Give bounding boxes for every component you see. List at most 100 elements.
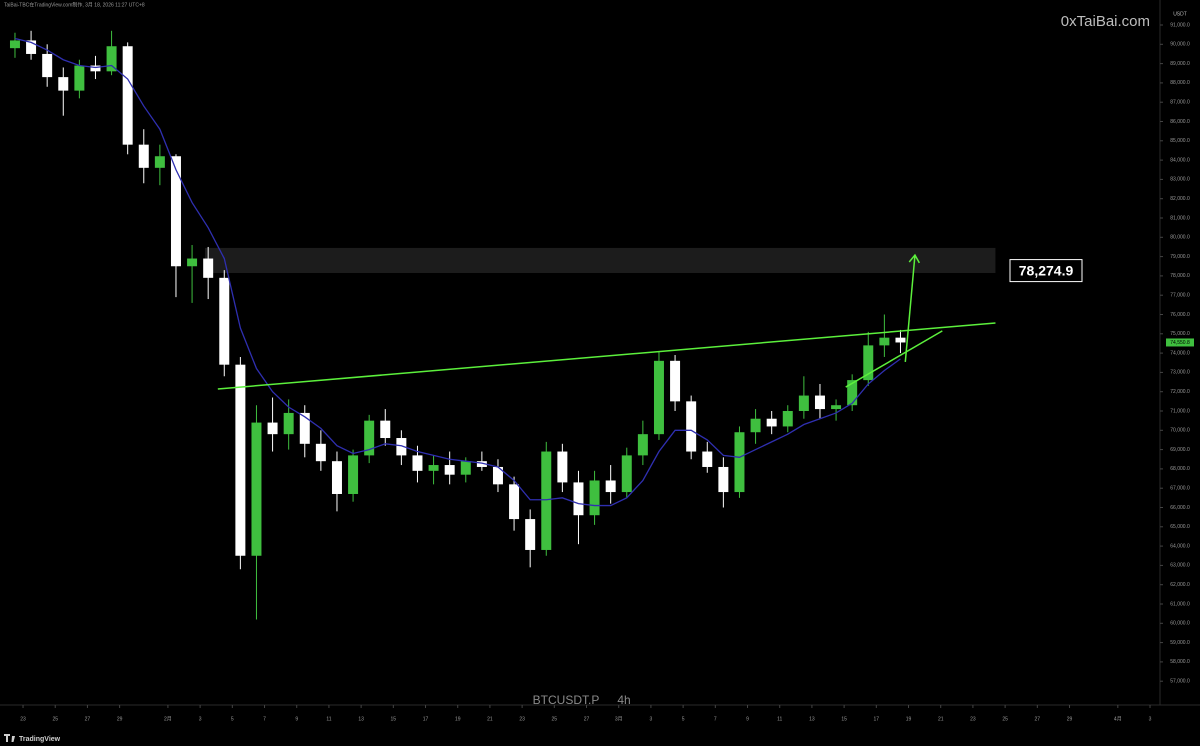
candle-body [428,465,439,471]
resistance-line [217,322,996,390]
credit: TaiBai-TBC在TradingView.com制作, 3月 18, 202… [4,1,145,8]
brand-logo [4,734,15,742]
y-tick-label: 65,000.0 [1170,524,1190,530]
x-tick-label: 29 [1067,716,1073,722]
candle-body [766,418,777,427]
y-tick-label: 73,000.0 [1170,370,1190,376]
candle-body [396,438,407,456]
arrow-line [904,254,916,363]
candle-body [138,144,149,168]
candle-body [798,395,809,412]
candle-body [90,65,101,72]
x-tick-label: 25 [552,716,558,722]
x-tick-label: 27 [1035,716,1041,722]
x-tick-label: 9 [746,716,749,722]
candle-body [299,412,310,444]
x-tick-label: 15 [841,716,847,722]
y-tick-label: 79,000.0 [1170,254,1190,260]
y-tick-label: 63,000.0 [1170,563,1190,569]
candle-body [58,77,69,91]
candle-body [380,420,391,439]
y-tick-label: 87,000.0 [1170,100,1190,106]
candle-body [476,461,487,467]
y-tick-label: 80,000.0 [1170,235,1190,241]
y-tick-label: 85,000.0 [1170,138,1190,144]
y-tick-label: 90,000.0 [1170,42,1190,48]
y-tick-label: 74,000.0 [1170,350,1190,356]
candle-body [621,455,632,493]
currency: USDT [1173,11,1187,17]
candle-body [364,420,375,456]
candle-body [831,405,842,410]
x-tick-label: 5 [231,716,234,722]
candle-body [557,451,568,483]
candle-body [348,455,359,494]
candle-body [235,364,246,556]
candle-body [460,461,471,475]
x-tick-label: 19 [455,716,461,722]
target-label: 78,274.9 [1019,262,1074,278]
y-tick-label: 83,000.0 [1170,177,1190,183]
y-tick-label: 72,000.0 [1170,389,1190,395]
candle-body [653,360,664,435]
target-zone [204,247,996,274]
last-price-label: 74,550.8 [1170,340,1190,346]
x-tick-label: 3 [1149,716,1152,722]
candle-body [525,519,536,550]
y-tick-label: 84,000.0 [1170,157,1190,163]
candle-body [251,422,262,556]
y-tick-label: 68,000.0 [1170,466,1190,472]
candle-body [331,461,342,494]
candle-body [750,418,761,433]
y-tick-label: 57,000.0 [1170,679,1190,685]
candle-body [154,156,165,168]
x-tick-label: 2月 [164,716,172,722]
y-tick-label: 76,000.0 [1170,312,1190,318]
ema-line [14,37,901,507]
x-tick-label: 3月 [615,716,623,722]
candle-body [847,380,858,406]
x-tick-label: 7 [263,716,266,722]
y-tick-label: 69,000.0 [1170,447,1190,453]
brand: TradingView [19,736,61,743]
candle-body [219,277,230,365]
candle-body [315,443,326,462]
candle-body [283,412,294,435]
candle-body [670,360,681,402]
candle-body [74,65,85,91]
candle-body [814,395,825,410]
x-tick-label: 11 [777,716,782,722]
x-tick-label: 3 [199,716,202,722]
y-tick-label: 59,000.0 [1170,640,1190,646]
candle-body [605,480,616,493]
x-tick-label: 7 [714,716,717,722]
x-tick-label: 17 [423,716,429,722]
candle-body [573,482,584,516]
x-tick-label: 5 [682,716,685,722]
x-tick-label: 29 [117,716,123,722]
candle-body [782,411,793,427]
candle-body [895,337,906,343]
x-tick-label: 11 [326,716,331,722]
y-tick-label: 64,000.0 [1170,543,1190,549]
candle-body [122,46,133,145]
y-tick-label: 75,000.0 [1170,331,1190,337]
symbol: BTCUSDT.P [533,693,600,707]
y-tick-label: 77,000.0 [1170,293,1190,299]
candle-body [509,484,520,520]
candle-body [718,466,729,493]
x-tick-label: 17 [874,716,880,722]
x-tick-label: 3 [650,716,653,722]
x-tick-label: 15 [391,716,397,722]
y-tick-label: 60,000.0 [1170,621,1190,627]
watermark: 0xTaiBai.com [1061,13,1150,30]
y-tick-label: 67,000.0 [1170,486,1190,492]
candle-body [267,422,278,435]
x-tick-label: 27 [584,716,590,722]
x-tick-label: 21 [938,716,944,722]
x-tick-label: 9 [295,716,298,722]
y-tick-label: 66,000.0 [1170,505,1190,511]
